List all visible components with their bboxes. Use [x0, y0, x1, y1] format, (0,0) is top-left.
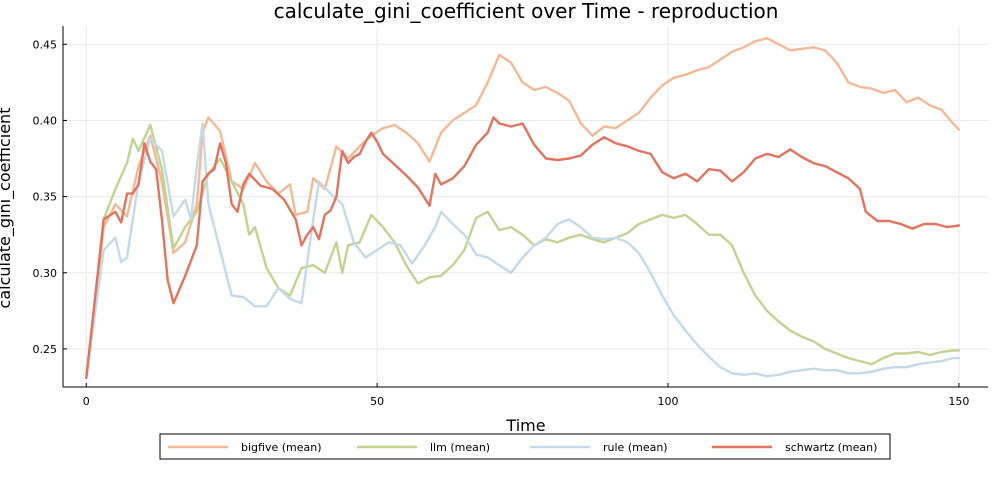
x-axis-label: Time [505, 416, 545, 435]
y-tick-label: 0.25 [33, 343, 58, 356]
series-line-bigfive [85, 37, 961, 380]
series-line-llm [85, 123, 961, 380]
x-tick-label: 0 [83, 395, 90, 408]
y-tick-label: 0.30 [33, 267, 58, 280]
legend-label: bigfive (mean) [241, 441, 322, 454]
grid [63, 26, 988, 387]
series-layer [85, 37, 961, 380]
legend-label: schwartz (mean) [785, 441, 877, 454]
x-tick-label: 50 [370, 395, 384, 408]
axes [62, 26, 988, 388]
legend-item-rule: rule (mean) [530, 441, 668, 454]
legend-item-schwartz: schwartz (mean) [712, 441, 877, 454]
legend-label: llm (mean) [430, 441, 490, 454]
tick-labels: 0 50 100 150 0.25 0.30 0.35 0.40 0.45 [33, 38, 970, 408]
legend-item-llm: llm (mean) [357, 441, 490, 454]
series-line-schwartz [85, 116, 961, 380]
series-line-rule [85, 122, 961, 380]
legend-item-bigfive: bigfive (mean) [168, 441, 322, 454]
y-tick-label: 0.45 [33, 38, 58, 51]
legend: bigfive (mean) llm (mean) rule (mean) schwa… [159, 433, 891, 460]
x-tick-label: 100 [658, 395, 679, 408]
y-tick-label: 0.35 [33, 191, 58, 204]
chart-title: calculate_gini_coefficient over Time - r… [274, 0, 779, 23]
x-tick-label: 150 [948, 395, 969, 408]
y-axis-label: calculate_gini_coefficient [0, 108, 15, 309]
y-tick-label: 0.40 [33, 114, 58, 127]
legend-label: rule (mean) [603, 441, 668, 454]
